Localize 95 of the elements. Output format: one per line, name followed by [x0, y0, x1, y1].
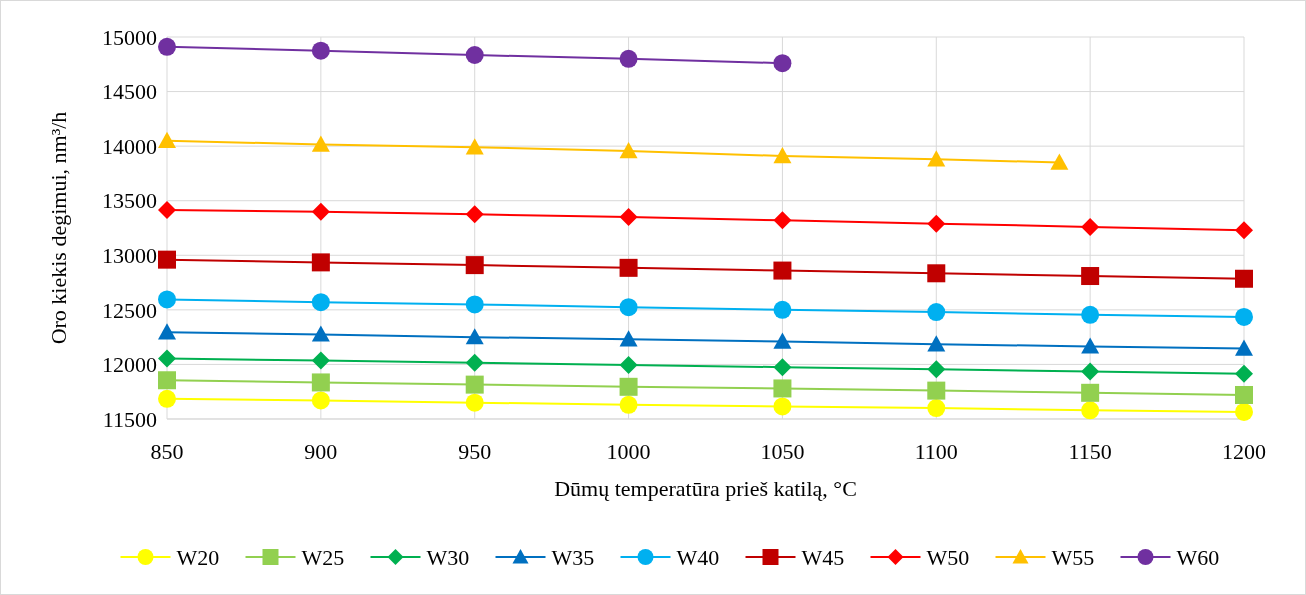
point	[465, 328, 484, 345]
point	[1235, 385, 1253, 404]
point	[158, 371, 176, 390]
x-tick-label: 850	[150, 439, 184, 464]
point	[465, 353, 484, 372]
point	[465, 375, 484, 394]
y-tick-label: 13000	[102, 242, 157, 268]
point	[158, 37, 176, 56]
point	[1081, 217, 1100, 236]
point	[158, 323, 176, 340]
point	[927, 399, 946, 418]
point	[311, 391, 330, 410]
y-axis-title: Oro kiekis degimui, nm³/h	[46, 111, 71, 345]
point	[927, 381, 946, 400]
point	[158, 290, 176, 309]
point	[158, 349, 176, 368]
legend-label: W45	[801, 544, 845, 570]
y-tick-label: 12500	[102, 297, 157, 323]
point	[311, 373, 330, 392]
legend-label: W40	[676, 544, 720, 570]
x-tick-label: 900	[304, 439, 338, 464]
point	[1235, 307, 1253, 326]
point	[1050, 153, 1069, 170]
point	[1235, 221, 1253, 240]
x-tick-label: 1200	[1222, 439, 1266, 464]
point	[465, 46, 484, 65]
point	[158, 389, 176, 408]
point	[927, 360, 946, 379]
point	[311, 202, 330, 221]
point	[927, 214, 946, 233]
point	[619, 377, 638, 396]
point	[619, 395, 638, 414]
point	[773, 146, 792, 164]
point	[1235, 364, 1253, 383]
point	[1081, 267, 1100, 286]
point	[465, 295, 484, 314]
point	[465, 256, 484, 275]
legend-label: W60	[1176, 544, 1220, 570]
legend-label: W35	[551, 544, 595, 570]
y-tick-label: 14500	[102, 79, 157, 105]
x-tick-label: 950	[458, 439, 492, 464]
point	[1081, 305, 1100, 324]
point	[619, 142, 638, 159]
legend-label: W30	[426, 544, 470, 570]
point	[311, 41, 330, 60]
legend-label: W50	[926, 544, 970, 570]
point	[773, 54, 792, 73]
point	[1081, 401, 1100, 420]
point	[773, 397, 792, 416]
y-tick-label: 14000	[102, 133, 157, 159]
y-tick-label: 15000	[102, 24, 157, 50]
point	[773, 332, 792, 349]
point	[158, 250, 176, 269]
y-tick-label: 13500	[102, 188, 157, 214]
point	[1235, 339, 1253, 356]
point	[619, 49, 638, 68]
point	[465, 138, 484, 155]
legend-label: W55	[1051, 544, 1095, 570]
x-tick-label: 1150	[1068, 439, 1112, 464]
point	[927, 303, 946, 322]
x-axis-title: Dūmų temperatūra prieš katilą, °C	[554, 476, 857, 501]
legend-label: W25	[301, 544, 345, 570]
x-tick-label: 1100	[914, 439, 958, 464]
point	[619, 298, 638, 317]
point	[773, 358, 792, 377]
point	[773, 300, 792, 319]
point	[311, 351, 330, 370]
point	[311, 325, 330, 342]
point	[927, 335, 946, 352]
point	[927, 264, 946, 283]
point	[1235, 269, 1253, 288]
point	[158, 200, 176, 219]
point	[311, 253, 330, 272]
point	[465, 393, 484, 412]
point	[619, 355, 638, 374]
x-tick-label: 1000	[606, 439, 651, 464]
point	[773, 211, 792, 230]
y-tick-label: 12000	[102, 352, 157, 378]
point	[927, 150, 946, 167]
point	[773, 379, 792, 398]
point	[311, 293, 330, 312]
point	[619, 208, 638, 227]
point	[1081, 383, 1100, 402]
point	[1081, 362, 1100, 381]
y-tick-label: 11500	[102, 406, 157, 432]
point	[311, 135, 330, 152]
point	[1081, 337, 1100, 354]
point	[619, 258, 638, 277]
legend-label: W20	[176, 544, 220, 570]
point	[158, 131, 176, 148]
point	[465, 205, 484, 224]
x-tick-label: 1050	[760, 439, 805, 464]
point	[773, 261, 792, 280]
point	[619, 330, 638, 347]
point	[1235, 402, 1253, 421]
